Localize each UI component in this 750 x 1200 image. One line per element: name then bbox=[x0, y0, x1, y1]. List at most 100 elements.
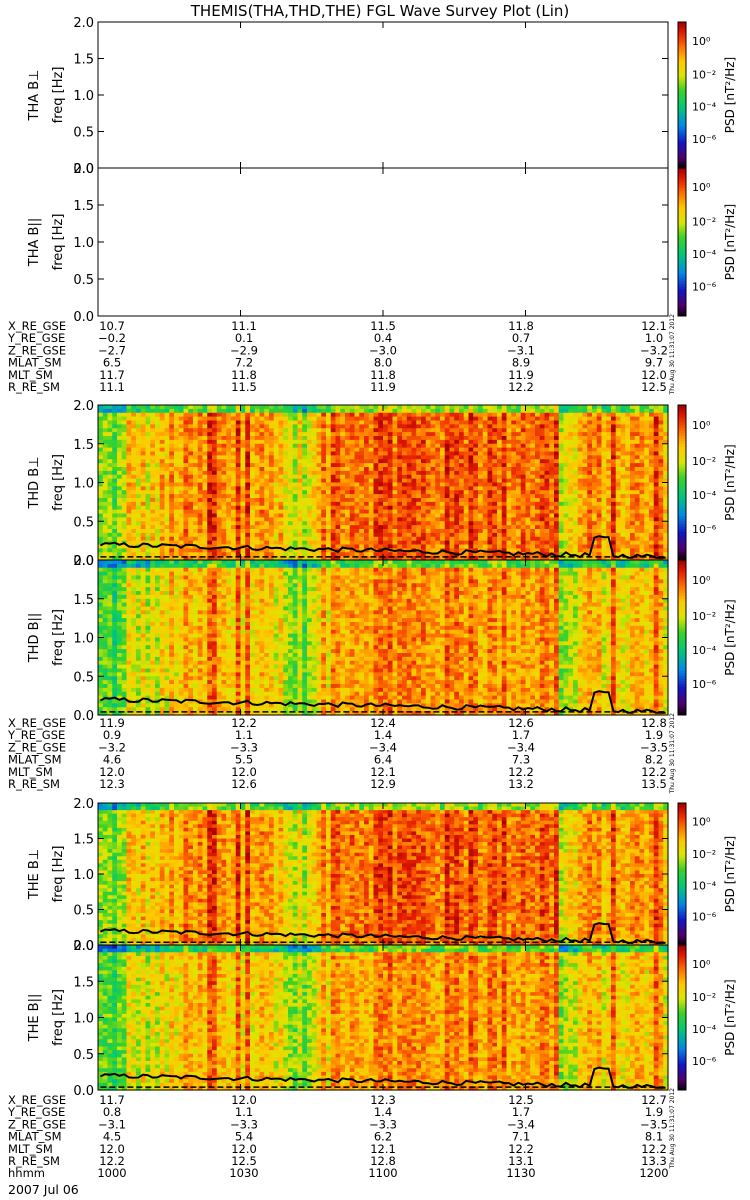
spectrogram-cell bbox=[421, 416, 427, 422]
spectrogram-cell bbox=[102, 653, 109, 658]
spectrogram-cell bbox=[487, 443, 493, 449]
spectrogram-cell bbox=[321, 532, 327, 538]
spectrogram-cell bbox=[98, 567, 104, 573]
spectrogram-cell bbox=[383, 443, 389, 449]
spectrogram-cell bbox=[506, 408, 512, 414]
spectrogram-cell bbox=[330, 513, 337, 518]
spectrogram-cell bbox=[459, 486, 465, 491]
spectrogram-cell bbox=[492, 470, 498, 476]
spectrogram-cell bbox=[653, 529, 660, 534]
spectrogram-cell bbox=[354, 532, 360, 538]
spectrogram-cell bbox=[563, 478, 569, 484]
spectrogram-cell bbox=[316, 490, 322, 495]
spectrogram-cell bbox=[387, 470, 394, 476]
spectrogram-cell bbox=[183, 416, 189, 422]
spectrogram-cell bbox=[98, 645, 104, 650]
spectrogram-cell bbox=[117, 455, 123, 460]
spectrogram-cell bbox=[359, 455, 365, 460]
spectrogram-cell bbox=[587, 412, 593, 418]
spectrogram-cell bbox=[430, 532, 436, 538]
spectrogram-cell bbox=[516, 556, 522, 561]
spectrogram-cell bbox=[402, 532, 408, 538]
spectrogram-cell bbox=[302, 509, 308, 515]
spectrogram-cell bbox=[644, 467, 650, 472]
spectrogram-cell bbox=[406, 501, 413, 507]
spectrogram-cell bbox=[568, 416, 574, 422]
spectrogram-cell bbox=[98, 602, 104, 608]
spectrogram-cell bbox=[150, 420, 156, 425]
spectrogram-cell bbox=[102, 463, 109, 468]
spectrogram-cell bbox=[140, 416, 147, 422]
spectrogram-cell bbox=[663, 432, 669, 437]
spectrogram-cell bbox=[544, 529, 550, 534]
spectrogram-cell bbox=[216, 443, 223, 449]
spectrogram-cell bbox=[482, 443, 489, 449]
spectrogram-cell bbox=[601, 501, 607, 507]
spectrogram-cell bbox=[102, 459, 109, 464]
spectrogram-cell bbox=[392, 474, 398, 480]
spectrogram-cell bbox=[663, 532, 669, 538]
spectrogram-cell bbox=[501, 428, 508, 433]
spectrogram-cell bbox=[283, 482, 289, 487]
spectrogram-cell bbox=[539, 548, 546, 553]
panel-ylabel: freq [Hz] bbox=[51, 454, 66, 511]
spectrogram-cell bbox=[596, 498, 603, 503]
spectrogram-cell bbox=[634, 416, 641, 422]
spectrogram-cell bbox=[107, 633, 113, 639]
spectrogram-cell bbox=[98, 571, 104, 577]
spectrogram-cell bbox=[126, 505, 132, 511]
spectrogram-cell bbox=[131, 436, 137, 441]
spectrogram-cell bbox=[193, 509, 199, 515]
spectrogram-cell bbox=[250, 459, 256, 464]
spectrogram-cell bbox=[273, 540, 280, 546]
spectrogram-cell bbox=[112, 420, 118, 425]
spectrogram-cell bbox=[345, 459, 351, 464]
spectrogram-cell bbox=[368, 436, 375, 441]
spectrogram-cell bbox=[520, 412, 527, 418]
spectrogram-cell bbox=[307, 536, 313, 542]
spectrogram-cell bbox=[497, 424, 503, 429]
spectrogram-cell bbox=[202, 443, 208, 449]
spectrogram-cell bbox=[188, 432, 194, 437]
spectrogram-cell bbox=[221, 490, 227, 495]
spectrogram-cell bbox=[316, 540, 322, 546]
spectrogram-cell bbox=[397, 536, 403, 542]
spectrogram-cell bbox=[349, 436, 356, 441]
spectrogram-cell bbox=[620, 490, 626, 495]
spectrogram-cell bbox=[117, 463, 123, 468]
spectrogram-cell bbox=[625, 478, 631, 484]
spectrogram-cell bbox=[592, 459, 598, 464]
spectrogram-cell bbox=[117, 498, 123, 503]
spectrogram-cell bbox=[140, 443, 147, 449]
spectrogram-cell bbox=[193, 482, 199, 487]
spectrogram-cell bbox=[107, 424, 113, 429]
spectrogram-cell bbox=[183, 482, 189, 487]
spectrogram-cell bbox=[544, 416, 550, 422]
spectrogram-cell bbox=[254, 540, 261, 546]
spectrogram-cell bbox=[264, 424, 270, 429]
spectrogram-cell bbox=[349, 424, 356, 429]
spectrogram-cell bbox=[183, 405, 189, 410]
spectrogram-cell bbox=[368, 467, 375, 472]
spectrogram-cell bbox=[240, 552, 246, 557]
spectrogram-cell bbox=[449, 486, 455, 491]
spectrogram-cell bbox=[425, 536, 432, 542]
spectrogram-cell bbox=[387, 408, 394, 414]
spectrogram-cell bbox=[658, 428, 664, 433]
spectrogram-cell bbox=[354, 405, 360, 410]
y-tick-label: 1.0 bbox=[73, 236, 94, 251]
spectrogram-cell bbox=[463, 498, 470, 503]
spectrogram-cell bbox=[535, 451, 541, 456]
spectrogram-cell bbox=[430, 451, 436, 456]
spectrogram-cell bbox=[121, 509, 128, 515]
spectrogram-cell bbox=[212, 517, 218, 522]
spectrogram-cell bbox=[554, 525, 560, 530]
spectrogram-cell bbox=[174, 408, 180, 414]
spectrogram-cell bbox=[316, 556, 322, 561]
spectrogram-cell bbox=[378, 509, 384, 515]
spectrogram-cell bbox=[126, 467, 132, 472]
spectrogram-cell bbox=[311, 405, 318, 410]
spectrogram-cell bbox=[459, 490, 465, 495]
spectrogram-cell bbox=[240, 536, 246, 542]
spectrogram-cell bbox=[506, 439, 512, 445]
